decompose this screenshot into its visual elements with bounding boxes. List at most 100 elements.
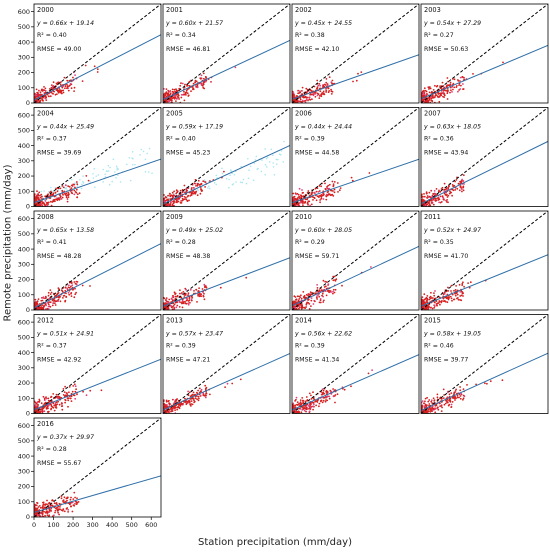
data-point <box>73 504 76 507</box>
data-point <box>453 298 456 301</box>
data-point <box>85 394 88 397</box>
faint-point <box>139 154 141 156</box>
r-squared-label: R² = 0.39 <box>295 136 325 143</box>
data-point <box>203 87 206 90</box>
data-point <box>301 402 303 405</box>
data-point <box>172 398 174 401</box>
data-point <box>41 99 44 102</box>
data-point <box>171 100 173 102</box>
data-point <box>195 288 198 291</box>
data-point <box>177 89 180 92</box>
data-point <box>43 304 46 307</box>
data-point <box>34 504 37 507</box>
data-point <box>436 302 439 305</box>
faint-point <box>260 170 263 173</box>
data-point <box>192 391 195 394</box>
data-point <box>39 515 41 517</box>
data-point <box>300 294 302 297</box>
data-point <box>39 196 42 199</box>
reference-line <box>421 4 548 103</box>
r-squared-label: R² = 0.41 <box>37 239 67 246</box>
data-point <box>168 90 171 93</box>
data-point <box>43 398 46 400</box>
panel-year-label: 2014 <box>295 317 312 325</box>
rmse-label: RMSE = 46.81 <box>166 46 210 53</box>
reference-line <box>163 314 290 414</box>
data-point <box>325 195 328 198</box>
data-point <box>423 402 425 405</box>
r-squared-label: R² = 0.27 <box>424 32 454 39</box>
data-point <box>306 407 309 410</box>
data-point <box>323 286 326 288</box>
data-point <box>329 389 332 392</box>
data-point <box>443 96 445 98</box>
data-point <box>190 298 193 301</box>
y-tick-label: 100 <box>18 498 30 506</box>
data-point <box>35 402 38 405</box>
data-point <box>192 397 195 400</box>
data-point <box>466 384 468 386</box>
data-point <box>73 281 76 283</box>
panel-year-label: 2007 <box>424 110 441 118</box>
data-point <box>463 285 465 288</box>
data-point <box>44 94 47 97</box>
data-point <box>459 291 462 293</box>
faint-point <box>248 169 250 172</box>
data-point <box>459 395 462 397</box>
faint-point <box>208 187 211 190</box>
data-point <box>193 401 196 404</box>
data-point <box>163 96 166 98</box>
data-point <box>46 93 48 96</box>
data-point <box>176 94 178 96</box>
data-point <box>447 298 450 301</box>
data-point <box>205 286 208 289</box>
data-point <box>197 179 200 182</box>
data-point <box>310 398 313 400</box>
faint-point <box>266 156 269 159</box>
data-point <box>295 193 297 196</box>
data-point <box>43 86 45 88</box>
data-point <box>426 93 428 95</box>
data-point <box>304 307 306 310</box>
data-point <box>55 82 58 85</box>
data-point <box>324 182 326 185</box>
data-point <box>239 378 242 381</box>
faint-point <box>115 176 117 179</box>
data-point <box>185 288 188 291</box>
data-point <box>171 191 174 194</box>
faint-point <box>245 182 248 185</box>
data-point <box>46 514 49 517</box>
data-point <box>48 297 51 300</box>
y-tick-label: 300 <box>18 364 30 372</box>
reference-line <box>163 107 290 207</box>
data-point <box>306 198 308 201</box>
data-point <box>36 508 38 510</box>
faint-point <box>225 177 228 180</box>
data-point <box>325 281 328 283</box>
panel-plot-area <box>163 107 290 207</box>
data-point <box>47 291 50 294</box>
data-point <box>200 187 202 189</box>
data-point <box>326 187 328 189</box>
data-point <box>176 191 179 194</box>
panel-frame <box>162 314 291 414</box>
data-point <box>183 184 186 187</box>
data-point <box>322 90 325 93</box>
data-point <box>74 287 76 290</box>
data-point <box>165 203 168 206</box>
data-point <box>35 196 38 199</box>
data-point <box>57 198 59 201</box>
faint-point <box>111 180 113 183</box>
panel-year-label: 2010 <box>295 213 312 221</box>
data-point <box>451 194 453 197</box>
data-point <box>34 97 36 100</box>
data-point <box>39 91 42 94</box>
data-point <box>40 200 43 203</box>
data-point <box>46 307 49 310</box>
data-point <box>184 294 187 296</box>
data-point <box>177 94 180 97</box>
data-point <box>421 296 424 298</box>
faint-point <box>89 181 91 183</box>
data-point <box>46 301 49 304</box>
data-point <box>42 406 45 409</box>
